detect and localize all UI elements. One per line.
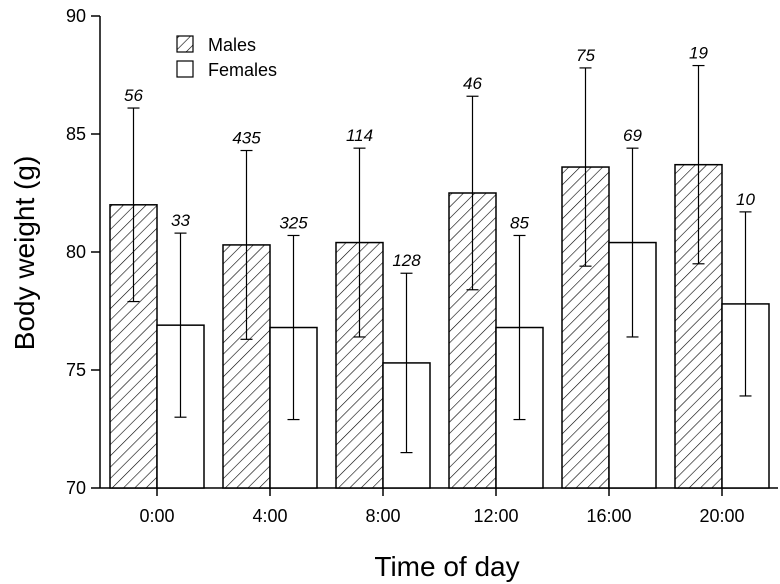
bars-group: 56 33 435 325 114 128 46 85 75 69 19 10 [109, 44, 770, 489]
sample-size-label: 75 [576, 46, 595, 65]
y-tick-label: 75 [66, 360, 86, 380]
y-axis: 70 75 80 85 90 [66, 6, 101, 498]
sample-size-label: 69 [623, 126, 642, 145]
sample-size-label: 114 [346, 126, 373, 145]
x-axis-title: Time of day [374, 551, 519, 582]
legend-label-females: Females [208, 60, 277, 80]
sample-size-label: 19 [689, 44, 708, 63]
x-tick-label: 4:00 [252, 506, 287, 526]
sample-size-label: 325 [279, 213, 308, 232]
sample-size-label: 85 [510, 213, 529, 232]
sample-size-label: 46 [463, 74, 482, 93]
sample-size-label: 56 [124, 86, 143, 105]
x-axis: 0:00 4:00 8:00 12:00 16:00 20:00 [100, 487, 778, 526]
sample-size-label: 33 [171, 211, 190, 230]
y-tick-label: 90 [66, 6, 86, 26]
legend-swatch-males [176, 35, 194, 53]
y-tick-label: 80 [66, 242, 86, 262]
x-tick-label: 0:00 [139, 506, 174, 526]
y-tick-label: 70 [66, 478, 86, 498]
sample-size-label: 435 [232, 129, 261, 148]
legend: Males Females [176, 35, 277, 80]
legend-swatch-females [176, 60, 194, 78]
y-tick-label: 85 [66, 124, 86, 144]
x-tick-label: 16:00 [586, 506, 631, 526]
sample-size-label: 128 [392, 251, 421, 270]
legend-label-males: Males [208, 35, 256, 55]
y-axis-title: Body weight (g) [9, 156, 40, 351]
sample-size-label: 10 [736, 190, 755, 209]
x-tick-label: 8:00 [365, 506, 400, 526]
x-tick-label: 20:00 [699, 506, 744, 526]
x-tick-label: 12:00 [473, 506, 518, 526]
